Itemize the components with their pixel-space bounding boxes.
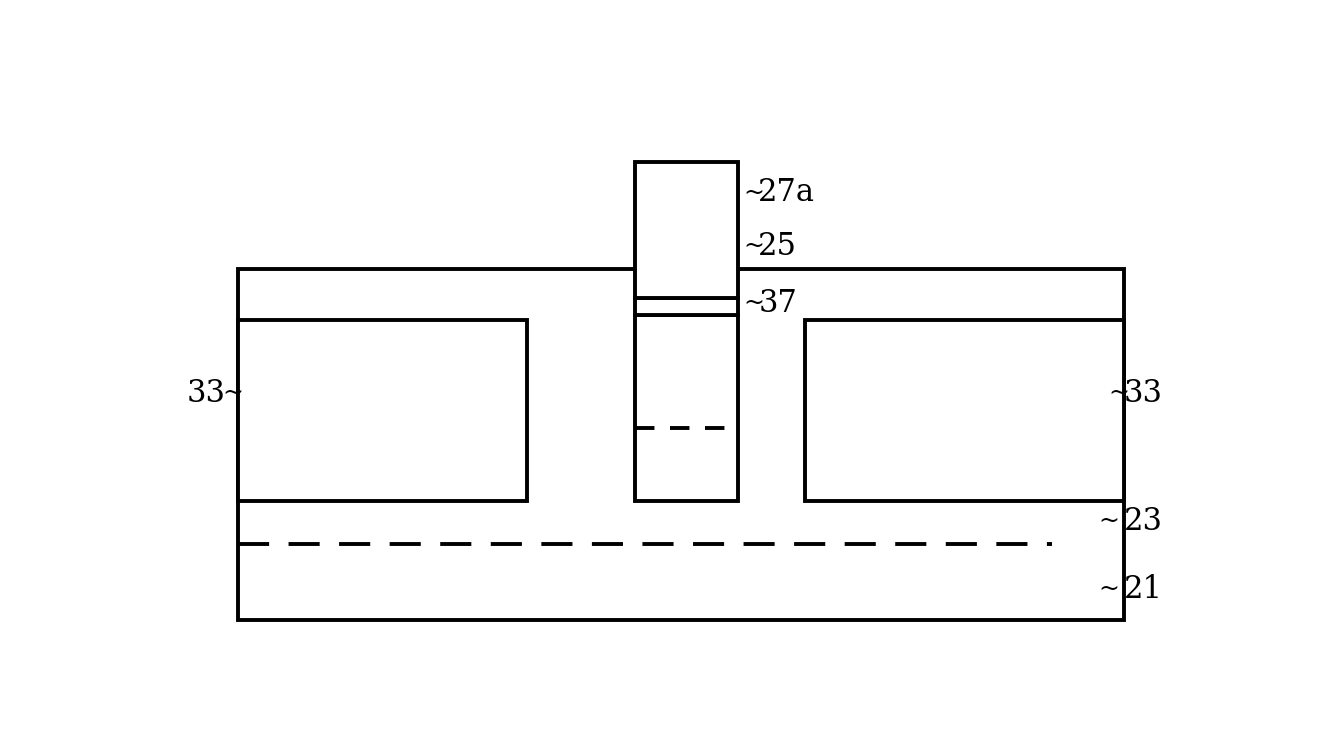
Text: ~: ~ — [743, 292, 764, 315]
Bar — [805, 320, 1124, 501]
Bar — [635, 298, 738, 315]
Text: ~: ~ — [743, 235, 764, 258]
Text: ~: ~ — [1108, 382, 1130, 405]
Text: ~: ~ — [1098, 509, 1119, 533]
Text: ~: ~ — [1098, 578, 1119, 600]
Text: 33: 33 — [186, 379, 226, 409]
Text: ~: ~ — [743, 182, 764, 204]
Text: 27a: 27a — [759, 177, 816, 209]
Bar — [238, 269, 1124, 620]
Text: ~: ~ — [223, 382, 243, 405]
Text: 21: 21 — [1124, 573, 1163, 605]
Bar — [635, 315, 738, 501]
Text: 23: 23 — [1124, 506, 1163, 537]
Text: 33: 33 — [1124, 379, 1163, 409]
Bar — [238, 320, 526, 501]
Text: 37: 37 — [759, 288, 797, 319]
Text: 25: 25 — [759, 232, 797, 262]
Bar — [635, 162, 738, 298]
